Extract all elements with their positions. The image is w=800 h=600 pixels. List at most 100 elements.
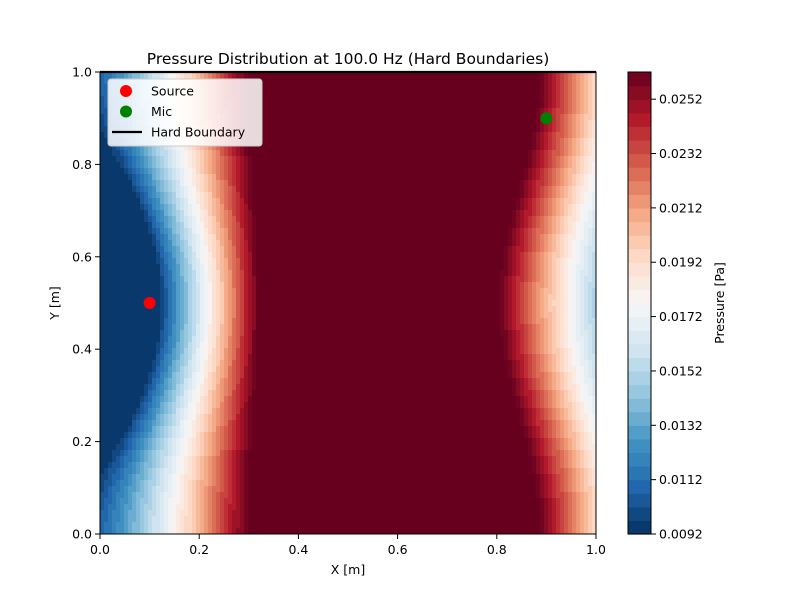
heatmap-cell	[256, 450, 261, 457]
heatmap-cell	[288, 204, 293, 211]
heatmap-cell	[140, 396, 145, 403]
heatmap-cell	[284, 300, 289, 307]
heatmap-cell	[348, 306, 353, 313]
heatmap-cell	[352, 522, 357, 529]
heatmap-cell	[180, 264, 185, 271]
heatmap-cell	[296, 258, 301, 265]
heatmap-cell	[136, 402, 141, 409]
heatmap-cell	[240, 210, 245, 217]
heatmap-cell	[324, 522, 329, 529]
heatmap-cell	[296, 192, 301, 199]
heatmap-cell	[340, 264, 345, 271]
heatmap-cell	[188, 366, 193, 373]
heatmap-cell	[244, 444, 249, 451]
heatmap-cell	[328, 240, 333, 247]
heatmap-cell	[164, 366, 169, 373]
heatmap-cell	[344, 144, 349, 151]
heatmap-cell	[204, 492, 209, 499]
heatmap-cell	[340, 354, 345, 361]
heatmap-cell	[272, 288, 277, 295]
heatmap-cell	[212, 354, 217, 361]
heatmap-cell	[196, 72, 201, 79]
heatmap-cell	[340, 108, 345, 115]
heatmap-cell	[140, 330, 145, 337]
heatmap-cell	[240, 516, 245, 523]
heatmap-cell	[128, 168, 133, 175]
heatmap-cell	[188, 348, 193, 355]
heatmap-cell	[268, 240, 273, 247]
heatmap-cell	[348, 174, 353, 181]
heatmap-cell	[148, 168, 153, 175]
heatmap-cell	[324, 264, 329, 271]
heatmap-cell	[284, 210, 289, 217]
heatmap-cell	[180, 342, 185, 349]
heatmap-cell	[172, 420, 177, 427]
heatmap-cell	[224, 492, 229, 499]
heatmap-cell	[316, 324, 321, 331]
heatmap-cell	[116, 72, 121, 79]
heatmap-cell	[252, 294, 257, 301]
heatmap-cell	[256, 156, 261, 163]
heatmap-cell	[252, 246, 257, 253]
heatmap-cell	[356, 120, 361, 127]
heatmap-cell	[232, 342, 237, 349]
heatmap-cell	[272, 498, 277, 505]
heatmap-cell	[112, 144, 117, 151]
heatmap-cell	[336, 330, 341, 337]
heatmap-cell	[184, 324, 189, 331]
heatmap-cell	[308, 204, 313, 211]
heatmap-cell	[296, 342, 301, 349]
heatmap-cell	[268, 300, 273, 307]
heatmap-cell	[196, 498, 201, 505]
heatmap-cell	[292, 498, 297, 505]
heatmap-cell	[304, 438, 309, 445]
heatmap-cell	[312, 498, 317, 505]
heatmap-cell	[324, 102, 329, 109]
heatmap-cell	[324, 138, 329, 145]
heatmap-cell	[104, 444, 109, 451]
heatmap-cell	[300, 246, 305, 253]
heatmap-cell	[188, 408, 193, 415]
heatmap-cell	[260, 510, 265, 517]
heatmap-cell	[320, 360, 325, 367]
heatmap-cell	[100, 168, 105, 175]
heatmap-cell	[260, 396, 265, 403]
heatmap-cell	[296, 186, 301, 193]
heatmap-cell	[128, 156, 133, 163]
heatmap-cell	[180, 432, 185, 439]
heatmap-cell	[292, 438, 297, 445]
heatmap-cell	[152, 378, 157, 385]
heatmap-cell	[212, 450, 217, 457]
heatmap-cell	[200, 204, 205, 211]
heatmap-cell	[240, 72, 245, 79]
heatmap-cell	[128, 372, 133, 379]
heatmap-cell	[104, 420, 109, 427]
heatmap-cell	[200, 318, 205, 325]
heatmap-cell	[220, 456, 225, 463]
heatmap-cell	[312, 492, 317, 499]
heatmap-cell	[324, 276, 329, 283]
heatmap-cell	[212, 264, 217, 271]
heatmap-cell	[348, 414, 353, 421]
heatmap-cell	[164, 402, 169, 409]
heatmap-cell	[116, 354, 121, 361]
heatmap-cell	[192, 186, 197, 193]
heatmap-cell	[268, 132, 273, 139]
heatmap-cell	[344, 222, 349, 229]
heatmap-cell	[188, 324, 193, 331]
heatmap-cell	[224, 426, 229, 433]
heatmap-cell	[356, 264, 361, 271]
heatmap-cell	[144, 234, 149, 241]
heatmap-cell	[248, 330, 253, 337]
heatmap-cell	[124, 144, 129, 151]
heatmap-cell	[284, 444, 289, 451]
heatmap-cell	[312, 162, 317, 169]
heatmap-cell	[256, 438, 261, 445]
heatmap-cell	[192, 492, 197, 499]
heatmap-cell	[228, 222, 233, 229]
heatmap-cell	[252, 366, 257, 373]
heatmap-cell	[124, 324, 129, 331]
heatmap-cell	[172, 300, 177, 307]
heatmap-cell	[260, 426, 265, 433]
heatmap-cell	[116, 378, 121, 385]
